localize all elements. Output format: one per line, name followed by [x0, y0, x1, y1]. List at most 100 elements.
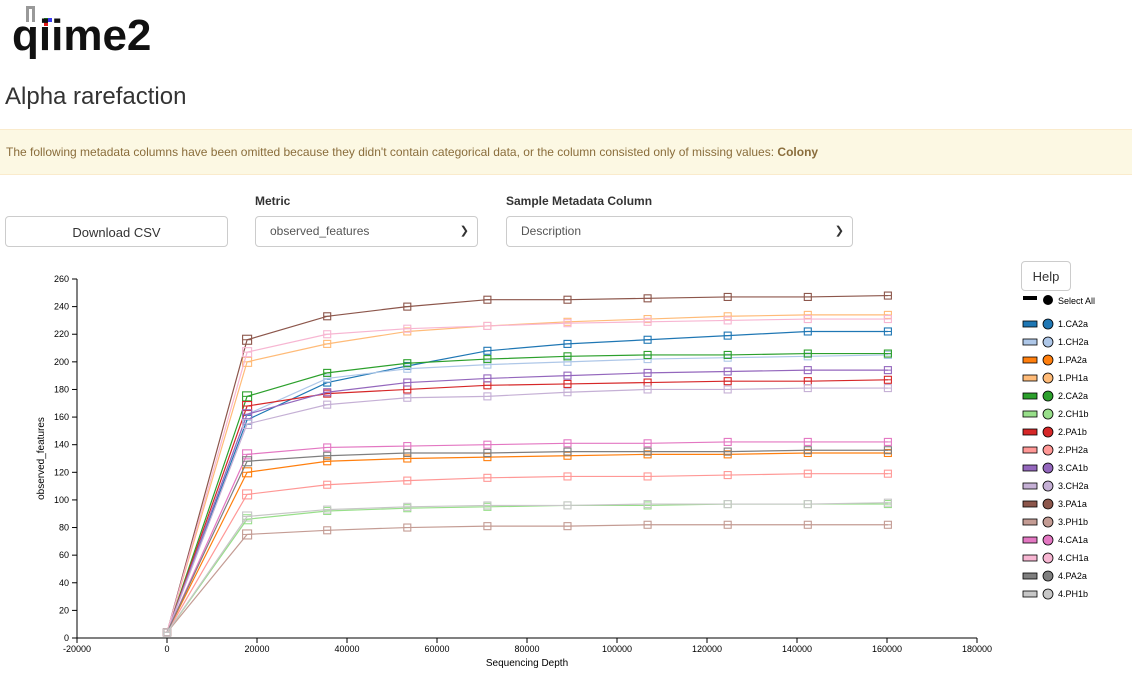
legend-dot-4.CA1a: [1042, 534, 1054, 546]
legend-dot-3.CH2a: [1042, 480, 1054, 492]
x-tick-label: 180000: [962, 644, 992, 654]
legend-dot-2.CH1b: [1042, 408, 1054, 420]
legend: Select All 1.CA2a 1.CH2a 1.PA2a 1.PH1a 2.CA2a…: [1020, 262, 1132, 681]
series-4.PH1b: [162, 498, 892, 637]
series-1.CA2a: [162, 327, 892, 637]
chevron-down-icon: ❯: [834, 225, 844, 237]
series-4.CH1a: [162, 314, 892, 637]
x-tick-label: 0: [164, 644, 169, 654]
series-line: [166, 503, 888, 633]
x-tick-label: 80000: [514, 644, 539, 654]
series-4.PA2a: [162, 446, 892, 637]
y-tick-label: 80: [59, 523, 69, 533]
legend-swatch-2.PH2a: [1022, 446, 1038, 454]
series-line: [166, 330, 888, 633]
y-tick-label: 200: [54, 357, 69, 367]
legend-label-4.CH1a: 4.CH1a: [1058, 553, 1089, 563]
series-line: [166, 452, 888, 633]
metric-select-value: observed_features: [270, 224, 370, 238]
series-3.PA1a: [162, 291, 892, 637]
legend-swatch-4.PH1b: [1022, 590, 1038, 598]
series-line: [166, 449, 888, 633]
y-tick-label: 160: [54, 412, 69, 422]
legend-label-4.CA1a: 4.CA1a: [1058, 535, 1088, 545]
series-line: [166, 352, 888, 633]
legend-dot-4.PH1b: [1042, 588, 1054, 600]
qiime2-logo: qiime2: [10, 2, 170, 62]
svg-text:qiime2: qiime2: [12, 11, 151, 60]
legend-label-2.CH1b: 2.CH1b: [1058, 409, 1089, 419]
series-4.CA1a: [162, 437, 892, 637]
series-line: [166, 369, 888, 633]
select-all-line-icon: [1023, 296, 1037, 300]
legend-dot-1.CH2a: [1042, 336, 1054, 348]
y-tick-label: 260: [54, 274, 69, 284]
metadata-column-select[interactable]: Description ❯: [506, 216, 853, 247]
series-line: [166, 524, 888, 633]
legend-swatch-1.CH2a: [1022, 338, 1038, 346]
series-3.PH1b: [162, 520, 892, 637]
help-button[interactable]: Help: [1021, 261, 1071, 291]
legend-swatch-4.CA1a: [1022, 536, 1038, 544]
series-2.PH2a: [162, 469, 892, 637]
legend-swatch-3.CA1b: [1022, 464, 1038, 472]
page-title: Alpha rarefaction: [5, 83, 187, 110]
legend-label-1.PA2a: 1.PA2a: [1058, 355, 1087, 365]
x-tick-label: 40000: [334, 644, 359, 654]
series-2.PA1b: [162, 375, 892, 637]
y-tick-label: 0: [64, 633, 69, 643]
legend-label-4.PA2a: 4.PA2a: [1058, 571, 1087, 581]
series-line: [166, 473, 888, 633]
series-line: [166, 354, 888, 633]
legend-dot-3.PH1b: [1042, 516, 1054, 528]
alert-column: Colony: [777, 145, 819, 159]
legend-dot-3.CA1b: [1042, 462, 1054, 474]
metric-select[interactable]: observed_features ❯: [255, 216, 478, 247]
series-line: [166, 502, 888, 633]
series-line: [166, 318, 888, 633]
series-3.CA1b: [162, 366, 892, 637]
select-all-label: Select All: [1058, 296, 1095, 306]
series-1.CH2a: [162, 350, 892, 637]
legend-swatch-2.CA2a: [1022, 392, 1038, 400]
legend-label-2.PA1b: 2.PA1b: [1058, 427, 1087, 437]
x-tick-label: 100000: [602, 644, 632, 654]
legend-label-3.CA1b: 3.CA1b: [1058, 463, 1088, 473]
legend-dot-1.PA2a: [1042, 354, 1054, 366]
legend-dot-2.PH2a: [1042, 444, 1054, 456]
x-tick-label: 140000: [782, 644, 812, 654]
y-tick-label: 20: [59, 605, 69, 615]
x-tick-label: 160000: [872, 644, 902, 654]
y-tick-label: 220: [54, 329, 69, 339]
x-tick-label: 20000: [244, 644, 269, 654]
series-3.CH2a: [162, 384, 892, 637]
omitted-columns-alert: The following metadata columns have been…: [0, 129, 1132, 175]
legend-swatch-3.PH1b: [1022, 518, 1038, 526]
legend-label-3.CH2a: 3.CH2a: [1058, 481, 1089, 491]
legend-label-2.CA2a: 2.CA2a: [1058, 391, 1088, 401]
x-tick-label: 60000: [424, 644, 449, 654]
legend-swatch-4.PA2a: [1022, 572, 1038, 580]
legend-dot-1.CA2a: [1042, 318, 1054, 330]
x-axis-label: Sequencing Depth: [486, 658, 568, 669]
chevron-down-icon: ❯: [459, 225, 469, 237]
y-tick-label: 120: [54, 467, 69, 477]
x-tick-label: -20000: [63, 644, 91, 654]
y-tick-label: 100: [54, 495, 69, 505]
legend-dot-3.PA1a: [1042, 498, 1054, 510]
alert-text: The following metadata columns have been…: [6, 145, 778, 159]
series-2.CH1b: [162, 500, 892, 637]
y-tick-label: 240: [54, 302, 69, 312]
legend-label-1.CH2a: 1.CH2a: [1058, 337, 1089, 347]
legend-dot-4.CH1a: [1042, 552, 1054, 564]
legend-dot-2.PA1b: [1042, 426, 1054, 438]
y-tick-label: 180: [54, 384, 69, 394]
y-tick-label: 60: [59, 550, 69, 560]
download-csv-button[interactable]: Download CSV: [5, 216, 228, 247]
legend-swatch-1.CA2a: [1022, 320, 1038, 328]
legend-label-3.PH1b: 3.PH1b: [1058, 517, 1088, 527]
series-line: [166, 294, 888, 633]
legend-dot-1.PH1a: [1042, 372, 1054, 384]
legend-label-4.PH1b: 4.PH1b: [1058, 589, 1088, 599]
series-2.CA2a: [162, 349, 892, 637]
